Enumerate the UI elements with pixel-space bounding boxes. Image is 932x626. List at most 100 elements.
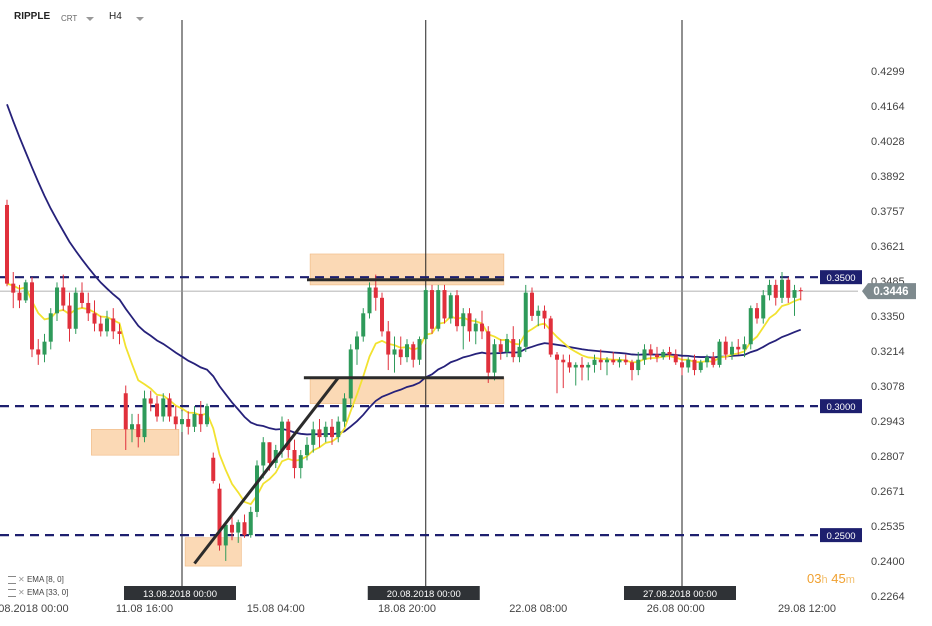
legend-ema-fast[interactable]: ✕ EMA [8, 0] xyxy=(8,575,64,584)
candle-body xyxy=(636,359,641,371)
candle-body xyxy=(167,398,172,417)
candle-body xyxy=(517,346,522,358)
candle-body xyxy=(117,331,122,334)
indicator-icon xyxy=(8,575,16,584)
candle-body xyxy=(698,362,703,371)
level-label: 0.3500 xyxy=(826,273,855,284)
candle-body xyxy=(580,364,584,368)
candle-body xyxy=(298,455,303,469)
legend-ema-fast-label: EMA [8, 0] xyxy=(26,575,64,584)
y-tick-label: 0.2264 xyxy=(871,591,905,603)
candle-body xyxy=(55,287,59,314)
candle-body xyxy=(586,364,591,368)
candle-body xyxy=(386,331,391,355)
candle-body xyxy=(705,357,709,363)
y-tick-label: 0.4164 xyxy=(871,101,905,113)
candle-body xyxy=(130,424,134,430)
candle-body xyxy=(767,284,772,296)
candle-body xyxy=(742,344,747,350)
candle-body xyxy=(748,308,753,345)
y-tick-label: 0.3757 xyxy=(871,206,905,218)
candle-body xyxy=(136,424,141,438)
candle-body xyxy=(661,351,666,358)
candle-body xyxy=(411,344,416,360)
candle-body xyxy=(280,421,284,451)
candle-body xyxy=(236,522,241,533)
candle-body xyxy=(67,305,72,329)
x-tick-label: 29.08 12:00 xyxy=(778,603,836,615)
y-tick-label: 0.3214 xyxy=(871,346,905,358)
candle-body xyxy=(480,323,484,332)
candle-body xyxy=(730,346,734,355)
candle-body xyxy=(692,359,697,371)
candle-body xyxy=(780,279,784,298)
candle-body xyxy=(267,442,272,463)
ema-fast-line xyxy=(6,282,802,506)
chart-type-chevron-down-icon[interactable] xyxy=(86,17,94,21)
candle-body xyxy=(111,318,116,332)
candle-body xyxy=(180,419,184,425)
candle-body xyxy=(36,349,41,355)
separator-date-label: 20.08.2018 00:00 xyxy=(387,589,461,600)
candle-body xyxy=(261,442,266,466)
current-price-label: 0.3446 xyxy=(873,286,908,298)
chart-type-label[interactable]: CRT xyxy=(61,14,78,23)
y-tick-label: 0.3350 xyxy=(871,311,905,323)
separator-date-label: 27.08.2018 00:00 xyxy=(643,589,717,600)
candles-group xyxy=(5,199,803,561)
candle-body xyxy=(342,398,347,422)
y-tick-label: 0.3621 xyxy=(871,241,905,253)
close-icon[interactable]: ✕ xyxy=(18,575,25,584)
candle-body xyxy=(505,339,509,352)
candle-body xyxy=(492,344,497,373)
candle-body xyxy=(192,413,197,427)
candle-body xyxy=(373,287,378,298)
candle-body xyxy=(98,323,103,332)
candle-body xyxy=(230,524,234,533)
y-tick-label: 0.4028 xyxy=(871,136,905,148)
candle-body xyxy=(92,313,97,324)
level-label: 0.3000 xyxy=(826,402,855,413)
x-tick-label: 26.08 00:00 xyxy=(647,603,705,615)
candle-body xyxy=(561,359,566,363)
candle-body xyxy=(242,522,247,536)
y-tick-label: 0.2671 xyxy=(871,486,905,498)
candle-body xyxy=(686,359,691,368)
candle-body xyxy=(623,359,628,363)
candle-body xyxy=(148,398,153,404)
candle-body xyxy=(380,297,384,332)
candle-body xyxy=(48,313,53,342)
candle-body xyxy=(61,287,66,306)
candle-body xyxy=(717,341,722,365)
candle-body xyxy=(142,398,147,438)
candle-body xyxy=(317,429,322,438)
candle-body xyxy=(461,313,466,327)
candle-body xyxy=(498,344,503,352)
zone-rect xyxy=(309,377,505,404)
timer-minutes: 45 xyxy=(831,571,846,586)
candle-body xyxy=(305,444,309,456)
symbol-label[interactable]: RIPPLE xyxy=(14,11,51,22)
candle-body xyxy=(473,323,478,332)
timeframe-chevron-down-icon[interactable] xyxy=(136,17,144,21)
y-tick-label: 0.3892 xyxy=(871,171,905,183)
separator-date-label: 13.08.2018 00:00 xyxy=(143,589,217,600)
candle-body xyxy=(617,359,622,363)
candle-body xyxy=(348,349,353,399)
y-tick-label: 0.2400 xyxy=(871,556,905,568)
x-tick-label: 08.08.2018 00:00 xyxy=(0,603,69,615)
indicator-icon xyxy=(8,588,16,597)
level-label-box xyxy=(820,399,862,414)
candle-body xyxy=(186,419,191,427)
x-tick-label: 11.08 16:00 xyxy=(116,603,173,615)
timeframe-label[interactable]: H4 xyxy=(109,11,122,22)
legend-ema-slow[interactable]: ✕ EMA [33, 0] xyxy=(8,588,68,597)
candle-body xyxy=(286,421,291,451)
candle-body xyxy=(355,336,359,350)
x-tick-label: 15.08 04:00 xyxy=(247,603,305,615)
close-icon[interactable]: ✕ xyxy=(18,588,25,597)
candle-body xyxy=(711,357,716,365)
candle-body xyxy=(367,287,372,314)
x-tick-label: 22.08 08:00 xyxy=(509,603,567,615)
